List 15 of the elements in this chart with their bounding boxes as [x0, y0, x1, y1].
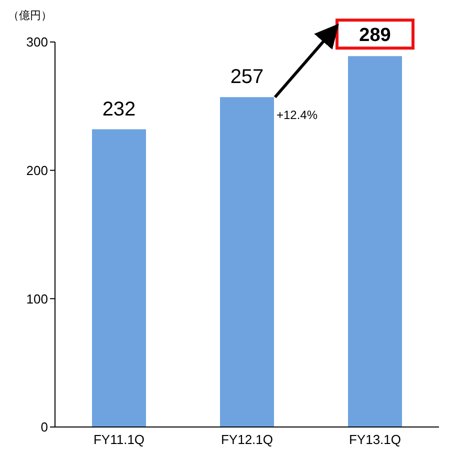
data-label: 289 [359, 25, 391, 46]
annotation: +12.4% [276, 108, 318, 122]
y-tick-label: 200 [26, 162, 48, 178]
x-tick-label: FY12.1Q [220, 432, 274, 448]
y-axis-title: （億円） [8, 8, 52, 23]
bar [348, 56, 402, 427]
bar [220, 97, 274, 427]
y-tick-label: 100 [26, 291, 48, 306]
x-tick-label: FY13.1Q [348, 432, 402, 448]
bar [92, 129, 146, 427]
data-label: 257 [230, 66, 264, 88]
y-tick-label: 0 [40, 420, 48, 435]
y-tick-label: 300 [26, 34, 48, 50]
data-label: 232 [102, 98, 136, 120]
x-tick-label: FY11.1Q [93, 432, 145, 448]
